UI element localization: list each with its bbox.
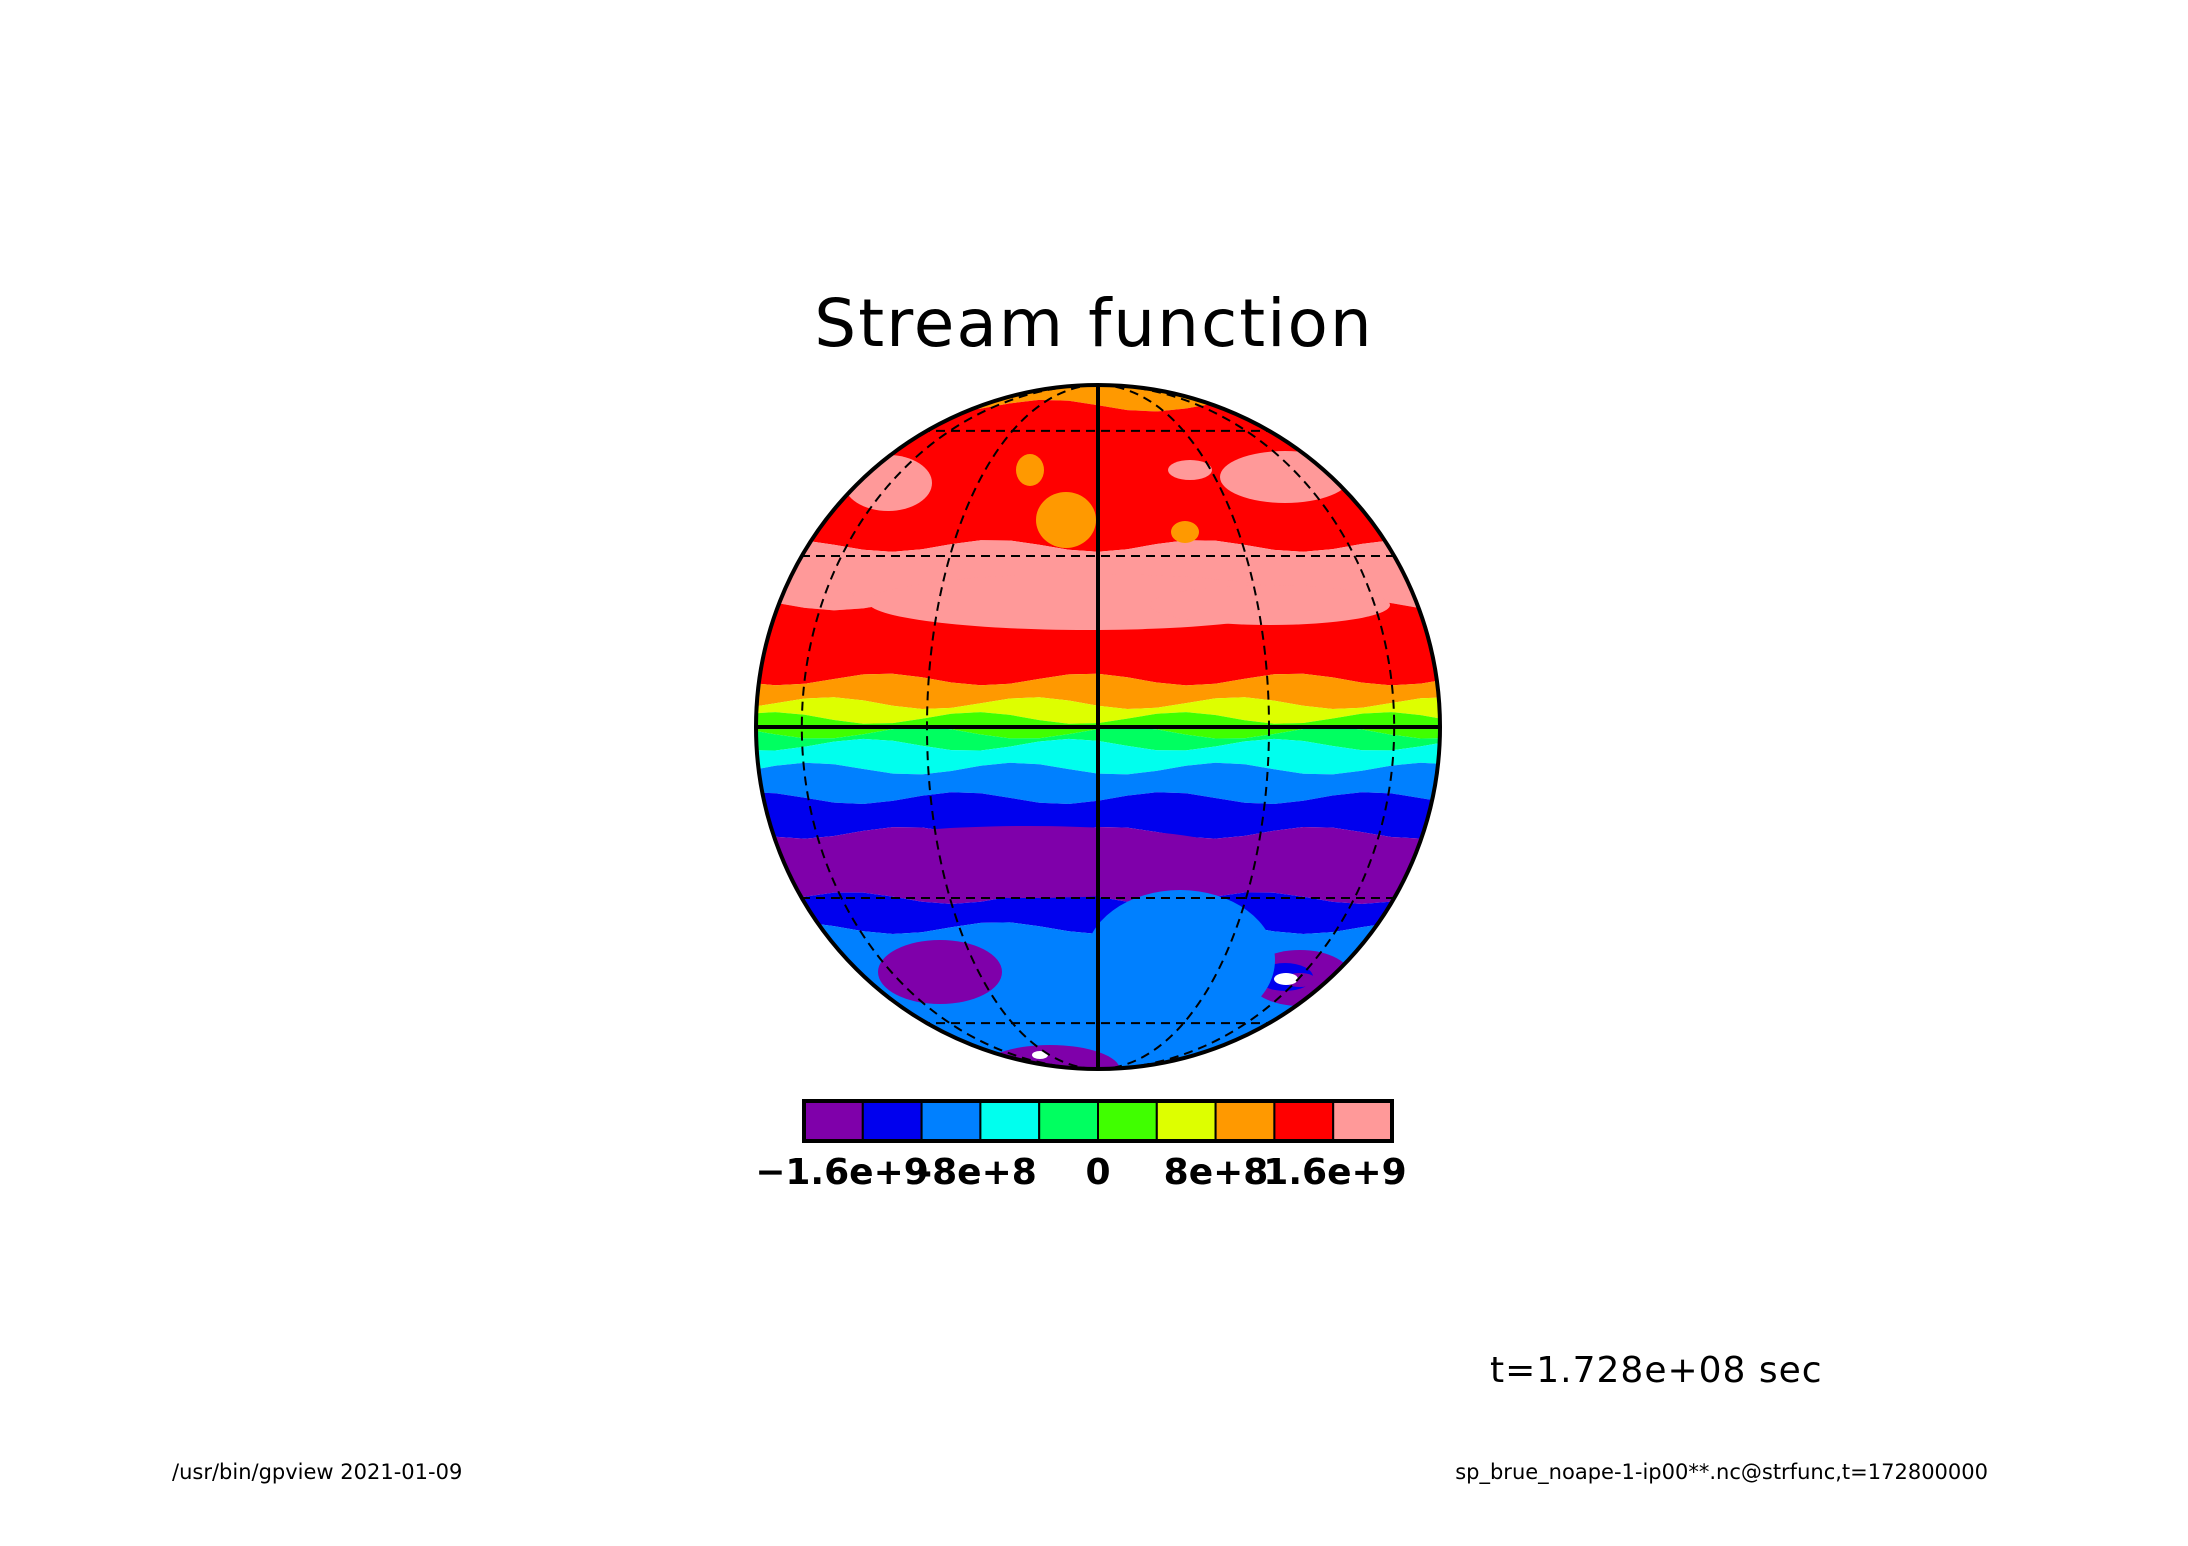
contour-blob	[1171, 521, 1199, 543]
colorbar-label: 8e+8	[1163, 1152, 1269, 1193]
colorbar	[802, 1099, 1394, 1143]
contour-blob	[1274, 973, 1298, 985]
meridian-line	[800, 385, 1396, 1069]
colorbar-label: −1.6e+9	[755, 1152, 929, 1193]
contour-blob	[798, 826, 1258, 898]
globe-outline	[754, 383, 1442, 1071]
chart-title: Stream function	[814, 285, 1374, 362]
colorbar-label: 1.6e+9	[1263, 1152, 1407, 1193]
colorbar-swatch	[979, 1100, 1041, 1142]
colorbar-label: 0	[1085, 1152, 1111, 1193]
colorbar-swatch	[1155, 1100, 1217, 1142]
contour-blob	[1150, 585, 1390, 625]
colorbar-swatch	[803, 1100, 864, 1142]
colorbar-swatch	[920, 1100, 982, 1142]
colorbar-swatch	[1332, 1100, 1393, 1142]
contour-blobs-layer	[798, 451, 1390, 1069]
colorbar-frame	[802, 1099, 1394, 1143]
contour-blob	[1016, 454, 1044, 486]
colorbar-swatch	[1038, 1100, 1099, 1142]
contour-blob	[1085, 890, 1275, 1030]
contour-blob	[826, 590, 854, 604]
colorbar-swatch	[861, 1100, 923, 1142]
footer-file-info: sp_brue_noape-1-ip00**.nc@strfunc,t=1728…	[1455, 1460, 1988, 1484]
footer-program-date: /usr/bin/gpview 2021-01-09	[172, 1460, 463, 1484]
contour-blob	[1168, 460, 1212, 480]
time-label: t=1.728e+08 sec	[1490, 1350, 1823, 1391]
colorbar-swatch	[1273, 1100, 1335, 1142]
contour-blob	[1032, 1051, 1048, 1059]
colorbar-swatch	[1097, 1100, 1158, 1142]
meridian-line	[926, 385, 1270, 1069]
colorbar-label: -8e+8	[917, 1152, 1037, 1193]
colorbar-swatch	[1214, 1100, 1276, 1142]
contour-blob	[1036, 492, 1096, 548]
contour-blob	[878, 940, 1002, 1004]
